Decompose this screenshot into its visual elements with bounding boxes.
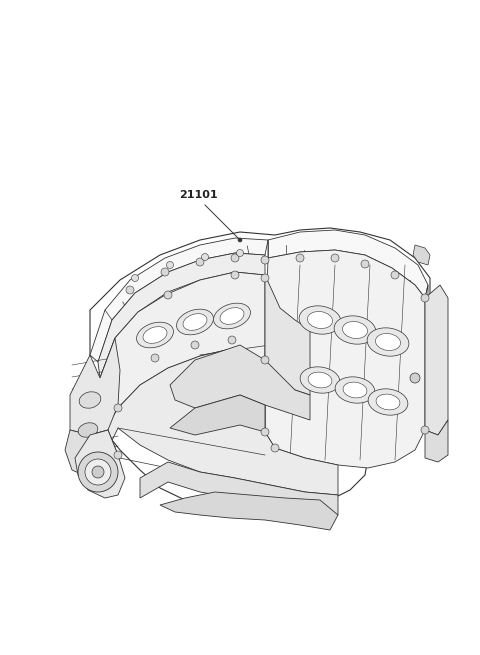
Circle shape xyxy=(331,254,339,262)
Circle shape xyxy=(271,444,279,452)
Ellipse shape xyxy=(78,422,98,438)
Circle shape xyxy=(261,356,269,364)
Circle shape xyxy=(114,404,122,412)
Ellipse shape xyxy=(334,316,376,344)
Text: 21101: 21101 xyxy=(179,190,217,200)
Circle shape xyxy=(421,294,429,302)
Circle shape xyxy=(85,459,111,485)
Ellipse shape xyxy=(177,309,214,335)
Circle shape xyxy=(196,258,204,266)
Polygon shape xyxy=(425,285,428,315)
Ellipse shape xyxy=(220,308,244,324)
Ellipse shape xyxy=(375,333,400,350)
Polygon shape xyxy=(170,395,265,435)
Circle shape xyxy=(132,274,139,282)
Polygon shape xyxy=(75,430,125,498)
Ellipse shape xyxy=(299,306,341,334)
Circle shape xyxy=(238,238,242,242)
Circle shape xyxy=(261,256,269,264)
Polygon shape xyxy=(100,272,265,430)
Polygon shape xyxy=(170,345,310,420)
Circle shape xyxy=(202,253,208,261)
Polygon shape xyxy=(90,228,430,510)
Circle shape xyxy=(126,286,134,294)
Circle shape xyxy=(237,250,243,257)
Circle shape xyxy=(261,428,269,436)
Circle shape xyxy=(391,271,399,279)
Ellipse shape xyxy=(79,392,101,408)
Circle shape xyxy=(191,341,199,349)
Circle shape xyxy=(161,268,169,276)
Ellipse shape xyxy=(376,394,400,410)
Ellipse shape xyxy=(78,451,96,464)
Polygon shape xyxy=(265,275,310,395)
Polygon shape xyxy=(98,253,265,378)
Polygon shape xyxy=(425,420,448,462)
Polygon shape xyxy=(90,238,268,362)
Ellipse shape xyxy=(343,382,367,398)
Circle shape xyxy=(114,451,122,459)
Polygon shape xyxy=(160,492,338,530)
Circle shape xyxy=(78,452,118,492)
Circle shape xyxy=(151,354,159,362)
Polygon shape xyxy=(425,285,448,435)
Ellipse shape xyxy=(300,367,340,393)
Ellipse shape xyxy=(308,372,332,388)
Circle shape xyxy=(421,426,429,434)
Circle shape xyxy=(92,466,104,478)
Circle shape xyxy=(361,260,369,268)
Polygon shape xyxy=(70,338,120,435)
Circle shape xyxy=(261,274,269,282)
Ellipse shape xyxy=(308,312,333,329)
Polygon shape xyxy=(140,462,338,515)
Ellipse shape xyxy=(214,303,251,329)
Polygon shape xyxy=(90,348,338,495)
Circle shape xyxy=(228,336,236,344)
Ellipse shape xyxy=(367,328,409,356)
Ellipse shape xyxy=(183,314,207,330)
Polygon shape xyxy=(265,250,425,468)
Circle shape xyxy=(164,291,172,299)
Ellipse shape xyxy=(136,322,173,348)
Circle shape xyxy=(231,271,239,279)
Ellipse shape xyxy=(335,377,375,403)
Polygon shape xyxy=(413,245,430,265)
Circle shape xyxy=(410,373,420,383)
Circle shape xyxy=(167,261,173,269)
Polygon shape xyxy=(268,230,428,298)
Ellipse shape xyxy=(368,389,408,415)
Circle shape xyxy=(296,254,304,262)
Polygon shape xyxy=(65,430,118,478)
Ellipse shape xyxy=(342,322,368,339)
Circle shape xyxy=(231,254,239,262)
Ellipse shape xyxy=(143,327,167,343)
